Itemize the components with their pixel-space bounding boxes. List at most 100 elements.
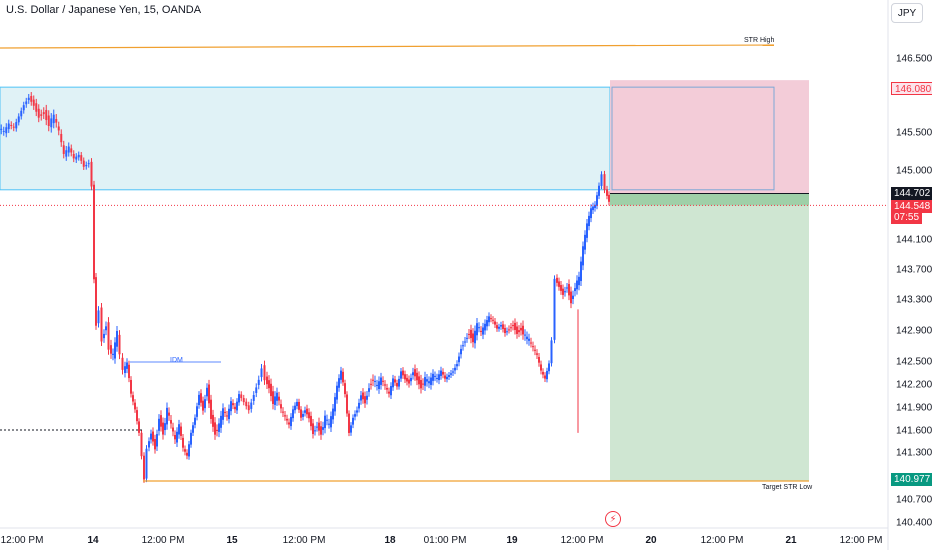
candle-body	[288, 422, 290, 425]
candle-body	[226, 415, 228, 417]
candle-body	[510, 327, 512, 329]
x-tick-label: 12:00 PM	[560, 535, 604, 546]
candle-body	[534, 349, 536, 351]
symbol-title: U.S. Dollar / Japanese Yen, 15, OANDA	[6, 4, 202, 16]
candle-body	[592, 206, 594, 211]
y-tick-label: 143.300	[896, 294, 932, 306]
candle-body	[7, 123, 10, 130]
current-price-label: 144.548	[891, 200, 932, 213]
candle-body	[332, 408, 334, 420]
candle-body	[506, 331, 508, 333]
candle-body	[548, 363, 550, 372]
y-tick-label: 144.100	[896, 234, 932, 246]
candle-body	[494, 321, 496, 325]
candle-body	[590, 208, 592, 219]
candle-body	[124, 366, 126, 373]
candle-body	[366, 395, 368, 400]
candle-body	[382, 380, 384, 382]
candle-body	[55, 119, 58, 123]
candle-body	[224, 411, 226, 413]
candle-body	[490, 318, 492, 320]
currency-button[interactable]: JPY	[891, 3, 923, 23]
candle-body	[75, 156, 78, 160]
entry-band	[610, 193, 809, 206]
candle-body	[17, 116, 20, 123]
candle-body	[410, 377, 412, 382]
x-tick-label: 20	[645, 535, 657, 546]
y-tick-label: 145.000	[896, 165, 932, 177]
zone-extension-box	[611, 86, 775, 191]
candle-body	[82, 160, 85, 167]
candle-body	[145, 448, 148, 479]
y-tick-label: 141.900	[896, 402, 932, 414]
candle-body	[420, 379, 422, 389]
candle-body	[440, 370, 442, 376]
candle-body	[502, 324, 504, 330]
candle-body	[536, 353, 538, 355]
candle-body	[354, 414, 356, 417]
candle-body	[134, 402, 136, 410]
candle-body	[594, 204, 596, 208]
candle-body	[32, 99, 35, 106]
candle-body	[442, 371, 444, 375]
candle-body	[478, 327, 480, 329]
candle-body	[282, 411, 284, 413]
x-tick-label: 12:00 PM	[141, 535, 185, 546]
str-high-annotation: STR High	[744, 37, 775, 44]
candle-body	[304, 410, 306, 413]
candle-body	[380, 377, 382, 385]
candle-body	[450, 373, 452, 375]
candle-body	[572, 295, 574, 300]
candle-body	[263, 365, 266, 381]
candle-body	[388, 391, 390, 394]
candle-body	[348, 413, 350, 433]
candle-body	[416, 372, 418, 381]
candle-body	[340, 370, 342, 380]
candle-body	[286, 418, 288, 421]
candle-body	[164, 423, 166, 431]
x-tick-label: 12:00 PM	[839, 535, 883, 546]
candle-body	[294, 405, 296, 411]
flash-icon[interactable]: ⚡	[605, 511, 621, 527]
y-tick-label: 141.600	[896, 425, 932, 437]
candle-body	[35, 103, 38, 112]
candle-body	[562, 288, 564, 295]
candle-body	[418, 376, 420, 385]
candle-body	[426, 379, 428, 382]
candle-body	[110, 345, 112, 354]
candle-body	[302, 413, 304, 417]
candle-body	[598, 185, 600, 196]
candle-body	[236, 401, 238, 411]
entry-price-label: 144.702	[891, 187, 932, 200]
candle-body	[214, 422, 216, 435]
candle-body	[480, 330, 482, 332]
candle-body	[553, 278, 556, 340]
candle-body	[292, 409, 294, 419]
candle-body	[566, 287, 568, 289]
candle-body	[222, 408, 224, 420]
candle-body	[112, 353, 114, 355]
candle-body	[374, 380, 376, 382]
candle-body	[522, 325, 524, 335]
candle-body	[422, 383, 424, 385]
candle-body	[432, 373, 434, 381]
candle-body	[247, 405, 250, 411]
candle-body	[140, 432, 143, 457]
candle-body	[152, 431, 154, 442]
candle-body	[170, 420, 172, 424]
candle-body	[544, 375, 546, 379]
candle-body	[412, 372, 414, 376]
candle-body	[378, 381, 380, 390]
candle-body	[570, 291, 572, 304]
candle-body	[538, 356, 540, 363]
candle-body	[444, 375, 446, 379]
candle-body	[404, 374, 406, 380]
candle-body	[234, 406, 236, 410]
candle-body	[392, 378, 394, 388]
candle-body	[386, 388, 388, 390]
candle-body	[272, 391, 274, 404]
candle-body	[352, 417, 354, 425]
candle-body	[103, 333, 105, 339]
candle-body	[126, 362, 128, 369]
